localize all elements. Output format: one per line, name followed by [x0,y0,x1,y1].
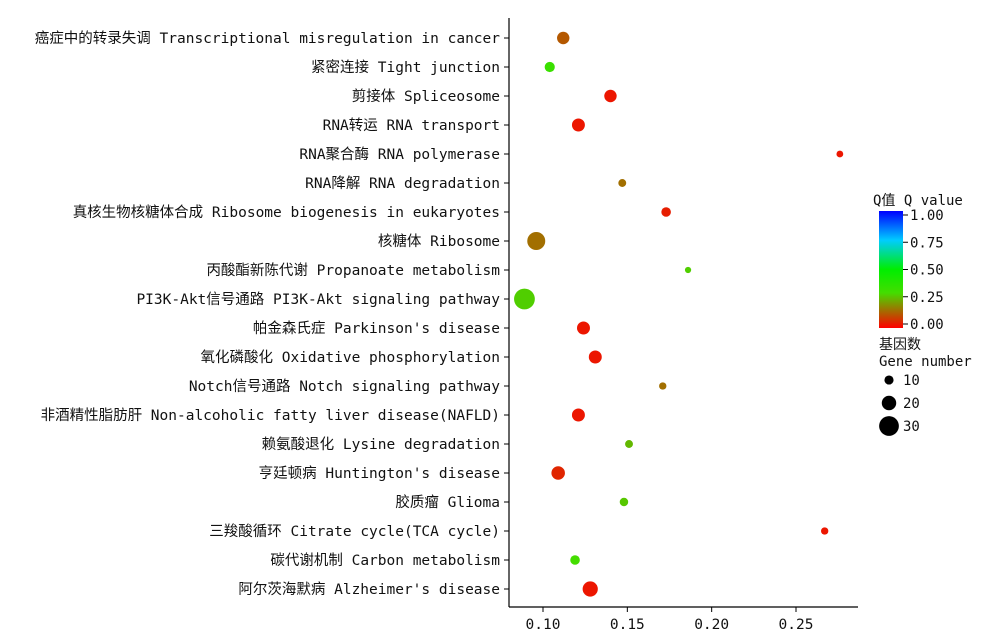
data-point [661,207,671,217]
data-points [514,31,844,597]
color-legend-bar [879,211,903,328]
pathway-labels: 癌症中的转录失调 Transcriptional misregulation i… [35,30,500,598]
data-point [659,382,667,390]
pathway-label: 碳代谢机制 Carbon metabolism [270,552,500,569]
axes [504,18,858,608]
data-point [618,179,627,187]
pathway-label: 胶质瘤 Glioma [395,494,500,511]
size-legend-label: 20 [903,396,920,412]
data-point [684,266,692,274]
pathway-label: 三羧酸循环 Citrate cycle(TCA cycle) [209,522,500,540]
size-legend-title-line1: 基因数 [879,336,921,353]
pathway-label: 癌症中的转录失调 Transcriptional misregulation i… [35,30,500,47]
data-point [619,497,629,507]
data-point [588,350,602,364]
size-legend-label: 30 [903,419,920,435]
pathway-label: 非酒精性脂肪肝 Non-alcoholic fatty liver diseas… [41,407,500,424]
color-legend-tick-label: 0.50 [910,263,944,279]
data-point [514,288,535,310]
pathway-label: 真核生物核糖体合成 Ribosome biogenesis in eukaryo… [73,203,500,221]
data-point [577,321,590,335]
pathway-label: 剪接体 Spliceosome [352,87,500,105]
pathway-label: 赖氨酸退化 Lysine degradation [262,436,500,453]
x-tick-label: 0.15 [610,617,645,633]
x-tick-label: 0.10 [526,617,561,633]
pathway-label: 紧密连接 Tight junction [311,59,500,76]
pathway-label: 氧化磷酸化 Oxidative phosphorylation [201,349,500,366]
size-legend-title-line2: Gene number [879,354,972,370]
color-legend-tick-label: 0.25 [910,290,944,306]
data-point [836,150,844,158]
data-point [570,555,580,565]
size-legend-entries: 10 20 30 [879,373,920,436]
pathway-label: 丙酸酯新陈代谢 Propanoate metabolism [206,261,500,279]
color-legend-tick-label: 0.75 [910,235,944,251]
color-legend-tick-label: 1.00 [910,208,944,224]
pathway-label: 阿尔茨海默病 Alzheimer's disease [238,581,500,598]
x-tick-label: 0.20 [694,617,729,633]
data-point [625,440,633,448]
pathway-label: 亨廷顿病 Huntington's disease [259,465,500,482]
data-point [544,61,555,73]
data-point [527,232,546,250]
pathway-label: RNA转运 RNA transport [323,117,500,134]
data-point [582,581,598,597]
pathway-label: RNA降解 RNA degradation [305,175,500,192]
size-legend-label: 10 [903,373,920,389]
pathway-label: 核糖体 Ribosome [378,233,500,250]
data-point [557,31,570,45]
data-point [571,118,585,132]
color-legend-tick-label: 0.00 [910,317,944,333]
size-legend-dot [879,416,899,436]
color-legend-ticks: 1.00 0.75 0.50 0.25 0.00 [903,208,944,333]
size-legend-dot [881,395,897,411]
data-point [571,408,585,422]
pathway-label: RNA聚合酶 RNA polymerase [299,146,500,163]
data-point [604,89,617,103]
x-axis-ticks: 0.10 0.15 0.20 0.25 [526,607,814,633]
color-legend-title: Q值 Q value [873,193,963,209]
size-legend-dot [884,375,894,385]
x-tick-label: 0.25 [779,617,814,633]
legend: Q值 Q value 1.00 0.75 0.50 0.25 0.00 基因数 Gene… [873,193,972,436]
pathway-label: 帕金森氏症 Parkinson's disease [253,320,500,337]
pathway-label: PI3K-Akt信号通路 PI3K-Akt signaling pathway [136,291,500,308]
data-point [551,466,565,480]
pathway-label: Notch信号通路 Notch signaling pathway [189,378,500,395]
data-point [820,527,829,535]
